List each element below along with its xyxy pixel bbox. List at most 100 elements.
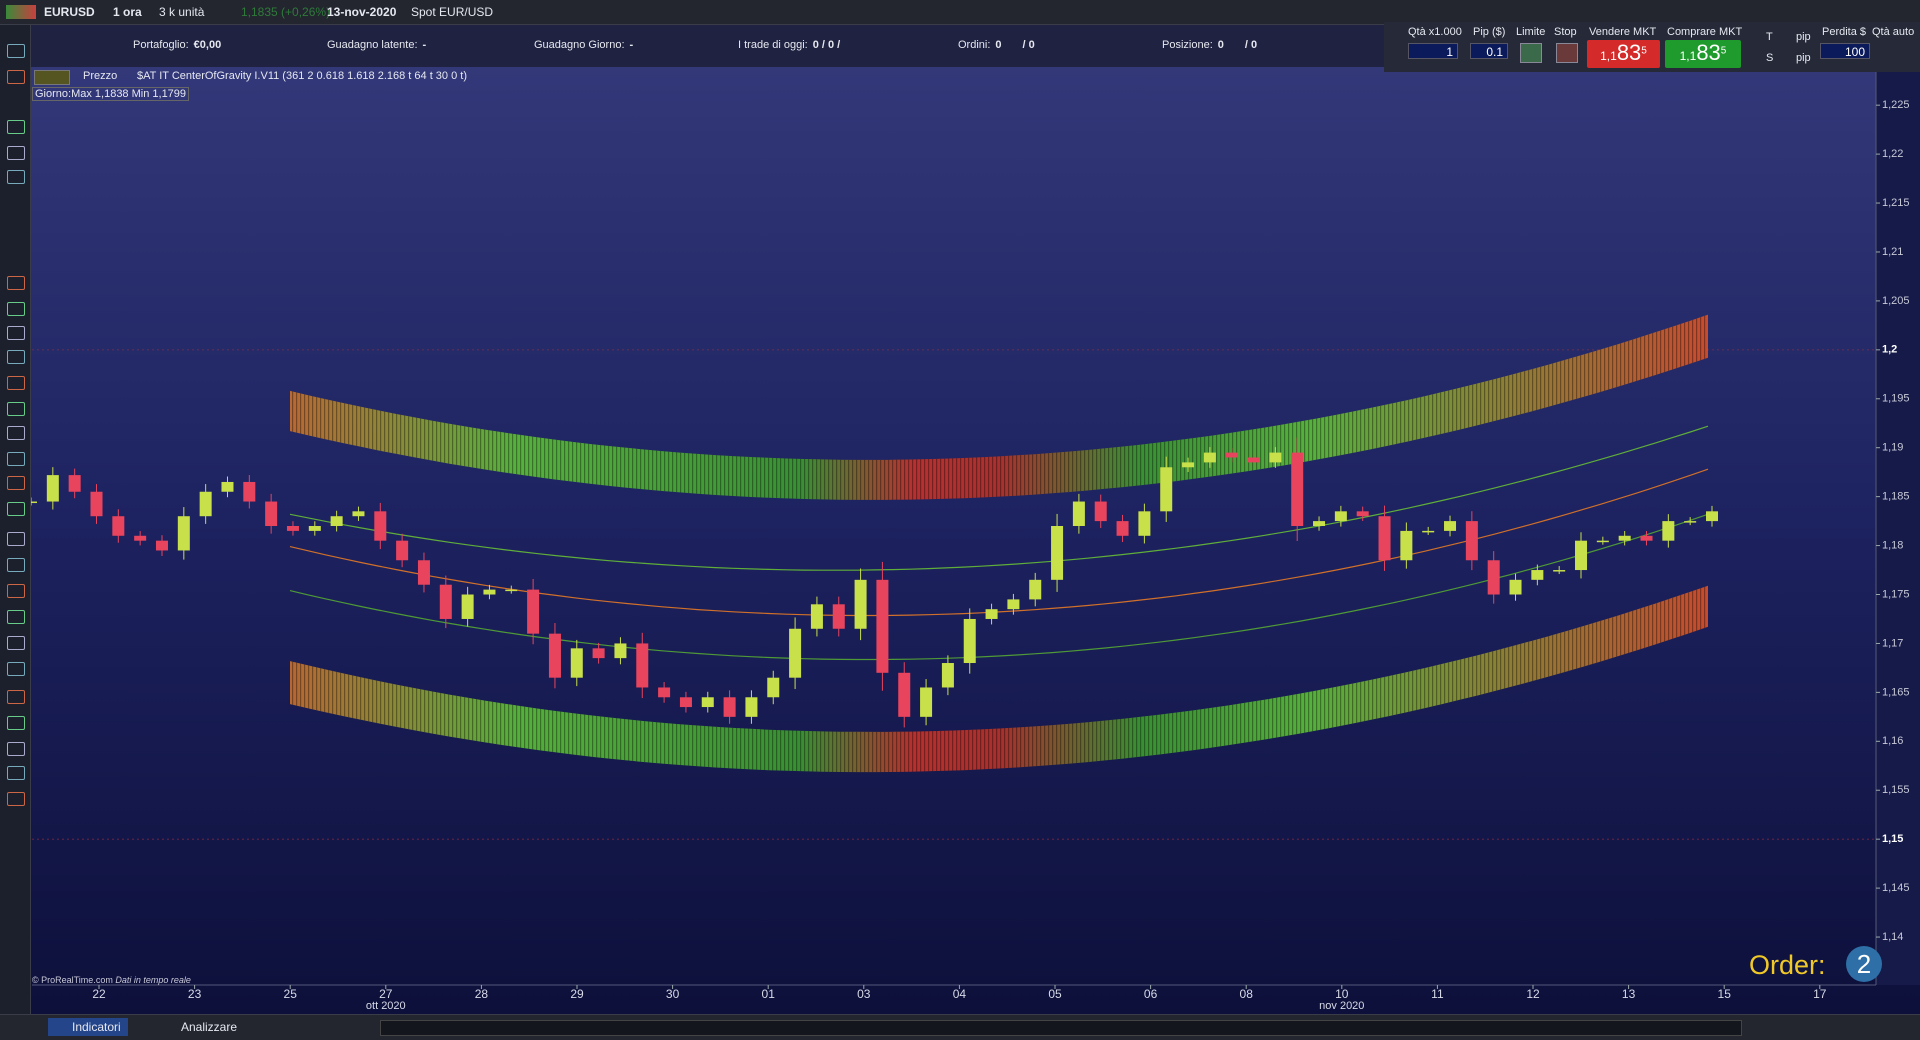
tool-icon[interactable]	[7, 120, 25, 134]
candle	[1269, 452, 1282, 463]
y-tick-label: 1,215	[1882, 197, 1910, 209]
tool-icon[interactable]	[7, 326, 25, 340]
tool-icon[interactable]	[7, 532, 25, 546]
buy-button[interactable]: 1,1835	[1665, 40, 1741, 68]
candle	[527, 589, 540, 634]
loss-input[interactable]: 100	[1820, 43, 1870, 59]
indicators-button-bg[interactable]	[48, 1018, 128, 1036]
candle	[767, 677, 780, 698]
tool-icon[interactable]	[7, 690, 25, 704]
indicator-name: $AT IT CenterOfGravity I.V11 (361 2 0.61…	[137, 70, 467, 82]
analyze-button[interactable]: Analizzare	[181, 1020, 238, 1034]
x-tick-label: 29	[570, 987, 584, 1001]
quote: 1,1835 (+0,26%)	[241, 5, 331, 19]
candle	[1094, 501, 1107, 522]
limit-button[interactable]	[1520, 43, 1542, 63]
candle	[483, 589, 496, 595]
timeframe[interactable]: 1 ora	[113, 5, 142, 19]
candle	[810, 604, 823, 629]
tool-icon[interactable]	[7, 792, 25, 806]
candle	[1400, 530, 1413, 561]
y-tick-label: 1,19	[1882, 442, 1903, 454]
candle	[1225, 452, 1238, 458]
candle	[439, 584, 452, 619]
tool-icon[interactable]	[7, 170, 25, 184]
tool-icon[interactable]	[7, 610, 25, 624]
y-tick-label: 1,175	[1882, 588, 1910, 600]
candle	[134, 535, 147, 541]
realtime-text: Dati in tempo reale	[115, 975, 191, 985]
copyright-text: © ProRealTime.com	[32, 975, 113, 985]
account-value: -	[629, 39, 634, 51]
tool-icon[interactable]	[7, 276, 25, 290]
candle	[548, 633, 561, 678]
scrollbar[interactable]	[380, 1020, 1742, 1036]
buy-sup: 5	[1720, 45, 1727, 57]
candle	[701, 697, 714, 708]
limit-label: Limite	[1516, 26, 1546, 38]
candle	[68, 475, 81, 492]
tool-icon[interactable]	[7, 452, 25, 466]
day-range: Giorno:Max 1,1838 Min 1,1799	[32, 87, 190, 101]
candle	[614, 643, 627, 659]
auto-qty[interactable]: Qtà auto	[1872, 26, 1915, 38]
account-value: -	[422, 39, 427, 51]
tool-icon[interactable]	[7, 584, 25, 598]
tool-icon[interactable]	[7, 350, 25, 364]
x-tick-label: 27	[379, 987, 393, 1001]
s-label[interactable]: S	[1766, 52, 1774, 64]
candle	[1029, 579, 1042, 600]
candle	[1575, 540, 1588, 571]
tool-icon[interactable]	[7, 716, 25, 730]
tool-icon[interactable]	[7, 402, 25, 416]
indicator-icons[interactable]	[34, 70, 70, 85]
candle	[374, 511, 387, 541]
qty-input[interactable]: 1	[1408, 43, 1458, 59]
candle	[789, 628, 802, 678]
top-toolbar	[0, 0, 1920, 25]
tool-icon[interactable]	[7, 742, 25, 756]
t-label[interactable]: T	[1766, 31, 1773, 43]
sell-button[interactable]: 1,1835	[1587, 40, 1660, 68]
x-tick-label: 17	[1813, 987, 1827, 1001]
candle	[221, 481, 234, 492]
candle	[1509, 579, 1522, 595]
candle	[1553, 570, 1566, 572]
month-label: nov 2020	[1319, 1000, 1364, 1012]
units[interactable]: 3 k unità	[159, 5, 205, 19]
candle	[1116, 521, 1129, 536]
x-tick-label: 30	[666, 987, 680, 1001]
tool-icon[interactable]	[7, 302, 25, 316]
tool-icon[interactable]	[7, 376, 25, 390]
tool-icon[interactable]	[7, 636, 25, 650]
candle	[461, 594, 474, 619]
indicators-button[interactable]: Indicatori	[72, 1020, 121, 1034]
x-tick-label: 23	[188, 987, 202, 1001]
tool-icon[interactable]	[7, 558, 25, 572]
y-tick-label: 1,2	[1882, 344, 1897, 356]
tool-icon[interactable]	[7, 44, 25, 58]
candle	[1531, 570, 1544, 580]
tool-icon[interactable]	[7, 70, 25, 84]
candle	[832, 604, 845, 629]
tool-icon[interactable]	[7, 662, 25, 676]
candle	[308, 526, 321, 531]
x-tick-label: 06	[1144, 987, 1158, 1001]
account-value: 0	[995, 39, 1002, 51]
tool-icon[interactable]	[7, 426, 25, 440]
symbol[interactable]: EURUSD	[44, 5, 95, 19]
candle	[1072, 501, 1085, 526]
tool-icon[interactable]	[7, 476, 25, 490]
account-label: Posizione:	[1162, 39, 1213, 51]
tool-icon[interactable]	[7, 766, 25, 780]
candle	[963, 618, 976, 664]
tool-icon[interactable]	[7, 502, 25, 516]
tool-icon[interactable]	[7, 146, 25, 160]
x-tick-label: 10	[1335, 987, 1349, 1001]
pip-input[interactable]: 0.1	[1470, 43, 1508, 59]
stop-button[interactable]	[1556, 43, 1578, 63]
x-tick-label: 12	[1526, 987, 1540, 1001]
candle	[112, 516, 125, 536]
candle	[679, 697, 692, 708]
